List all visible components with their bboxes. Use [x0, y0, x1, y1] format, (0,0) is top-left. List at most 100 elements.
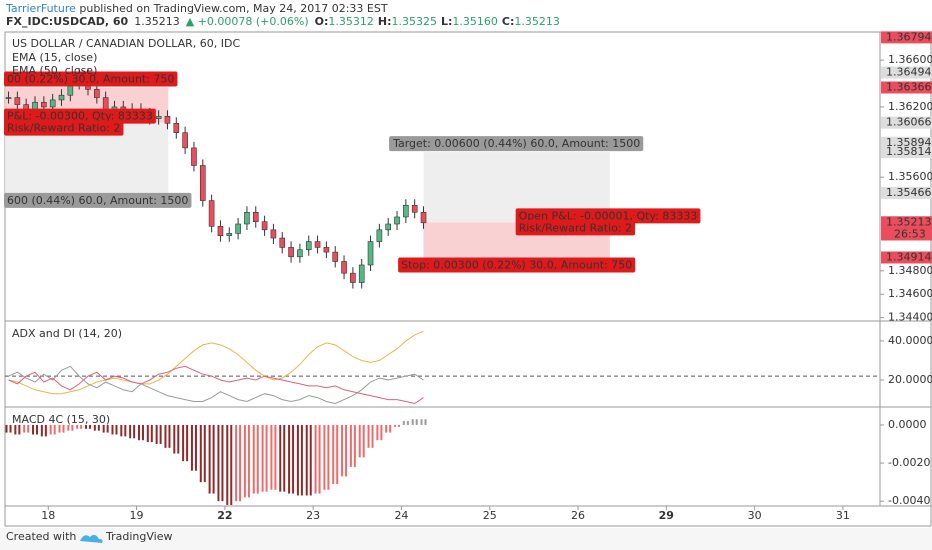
- countdown: 26:53: [894, 227, 926, 240]
- macd-bar: [67, 424, 70, 431]
- macd-bar: [252, 424, 255, 494]
- x-tick-label: 24: [394, 509, 408, 522]
- position-label-bg: [4, 108, 156, 124]
- candle: [226, 233, 233, 237]
- candle: [49, 99, 56, 108]
- open-label: O:: [315, 15, 329, 28]
- macd-bar: [274, 424, 277, 490]
- macd-bar: [261, 424, 264, 492]
- macd-bar: [341, 424, 344, 477]
- macd-bar: [44, 424, 47, 437]
- position-label-bg: [515, 208, 701, 224]
- price-label: 1.35466: [886, 186, 932, 199]
- macd-bar: [314, 424, 317, 494]
- macd-bar: [36, 424, 39, 435]
- macd-bar: [203, 424, 206, 483]
- macd-bar: [420, 419, 423, 425]
- macd-bar: [389, 424, 392, 433]
- position-label-bg: [398, 257, 636, 273]
- y-tick-label: 1.34400: [888, 311, 932, 324]
- header-line1: TarrierFuture published on TradingView.c…: [5, 2, 388, 15]
- candle: [314, 241, 321, 248]
- candle: [385, 223, 391, 231]
- candle: [297, 249, 303, 258]
- close-label: C:: [502, 15, 514, 28]
- macd-bar: [309, 424, 312, 496]
- macd-bar: [53, 424, 56, 435]
- indicator-line: [8, 365, 424, 405]
- macd-bar: [327, 424, 330, 490]
- macd-bar: [199, 424, 202, 483]
- footer-brand[interactable]: TradingView: [105, 530, 172, 543]
- indicator-line: [8, 330, 424, 395]
- macd-bar: [168, 424, 171, 448]
- x-tick-label: 30: [748, 509, 762, 522]
- price-label-bg: [881, 186, 932, 199]
- macd-bar: [217, 424, 220, 502]
- high-label: H:: [378, 15, 392, 28]
- candle: [261, 221, 268, 231]
- price-label: 1.36366: [886, 80, 932, 93]
- macd-bar: [164, 424, 167, 448]
- macd-bar: [71, 424, 74, 431]
- candle: [279, 237, 286, 248]
- close: 1.35213: [514, 15, 560, 28]
- high: 1.35325: [391, 15, 437, 28]
- candle: [376, 229, 383, 242]
- macd-bar: [84, 424, 87, 429]
- candle: [341, 261, 347, 274]
- macd-bar: [394, 424, 397, 427]
- macd-bar: [120, 424, 123, 437]
- position-label-bg: [4, 71, 178, 87]
- y-tick-label: 1.36600: [888, 53, 932, 66]
- macd-bar: [371, 424, 374, 448]
- header-line2: FX_IDC:USDCAD, 60 1.35213 ▲ +0.00078 (+0.0…: [6, 15, 560, 28]
- macd-bar: [235, 424, 238, 502]
- study-label: EMA (15, close): [12, 51, 97, 64]
- macd-bar: [296, 424, 299, 496]
- macd-bar: [247, 424, 250, 498]
- macd-bar: [376, 424, 379, 441]
- macd-bar: [182, 424, 185, 462]
- price-label: 1.35894: [886, 136, 932, 149]
- price-label: 1.36794: [886, 30, 932, 43]
- macd-bar: [115, 424, 118, 435]
- candle: [191, 147, 197, 166]
- macd-bar: [402, 421, 405, 425]
- position-label: Open P&L: -0.00001, Qty: 83333: [519, 209, 698, 222]
- author[interactable]: TarrierFuture: [5, 2, 76, 15]
- candle: [350, 272, 356, 283]
- macd-bar: [49, 424, 52, 435]
- y-tick-label: 1.36200: [888, 100, 932, 113]
- candle: [23, 104, 29, 110]
- candle: [403, 204, 409, 218]
- candle: [411, 204, 418, 213]
- footer-created: Created with: [6, 530, 76, 543]
- macd-bar: [265, 424, 268, 492]
- candle: [235, 223, 241, 234]
- macd-bar: [111, 424, 114, 435]
- macd-bar: [88, 424, 91, 429]
- footer-bar: [0, 528, 932, 550]
- candle: [58, 94, 65, 101]
- macd-bar: [23, 424, 26, 433]
- macd-bar: [14, 424, 17, 435]
- low-label: L:: [441, 15, 452, 28]
- last: 1.35213: [134, 15, 180, 28]
- candle: [217, 226, 224, 237]
- macd-bar: [62, 424, 65, 433]
- macd-bar: [212, 424, 215, 494]
- position-label: Risk/Reward Ratio: 2: [7, 122, 120, 135]
- candle: [32, 101, 38, 110]
- macd-bar: [353, 424, 356, 467]
- macd-bar: [129, 424, 132, 439]
- change: ▲ +0.00078 (+0.06%): [186, 15, 309, 28]
- macd-bar: [288, 424, 291, 494]
- macd-bar: [93, 424, 96, 431]
- macd-bar: [32, 424, 35, 435]
- position-label: Target: 0.00600 (0.44%) 60.0, Amount: 15…: [392, 137, 640, 150]
- macd-bar: [424, 419, 427, 425]
- price-label-bg: [881, 251, 932, 264]
- candle: [394, 216, 400, 225]
